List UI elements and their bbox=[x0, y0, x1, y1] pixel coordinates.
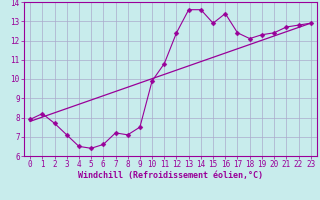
X-axis label: Windchill (Refroidissement éolien,°C): Windchill (Refroidissement éolien,°C) bbox=[78, 171, 263, 180]
